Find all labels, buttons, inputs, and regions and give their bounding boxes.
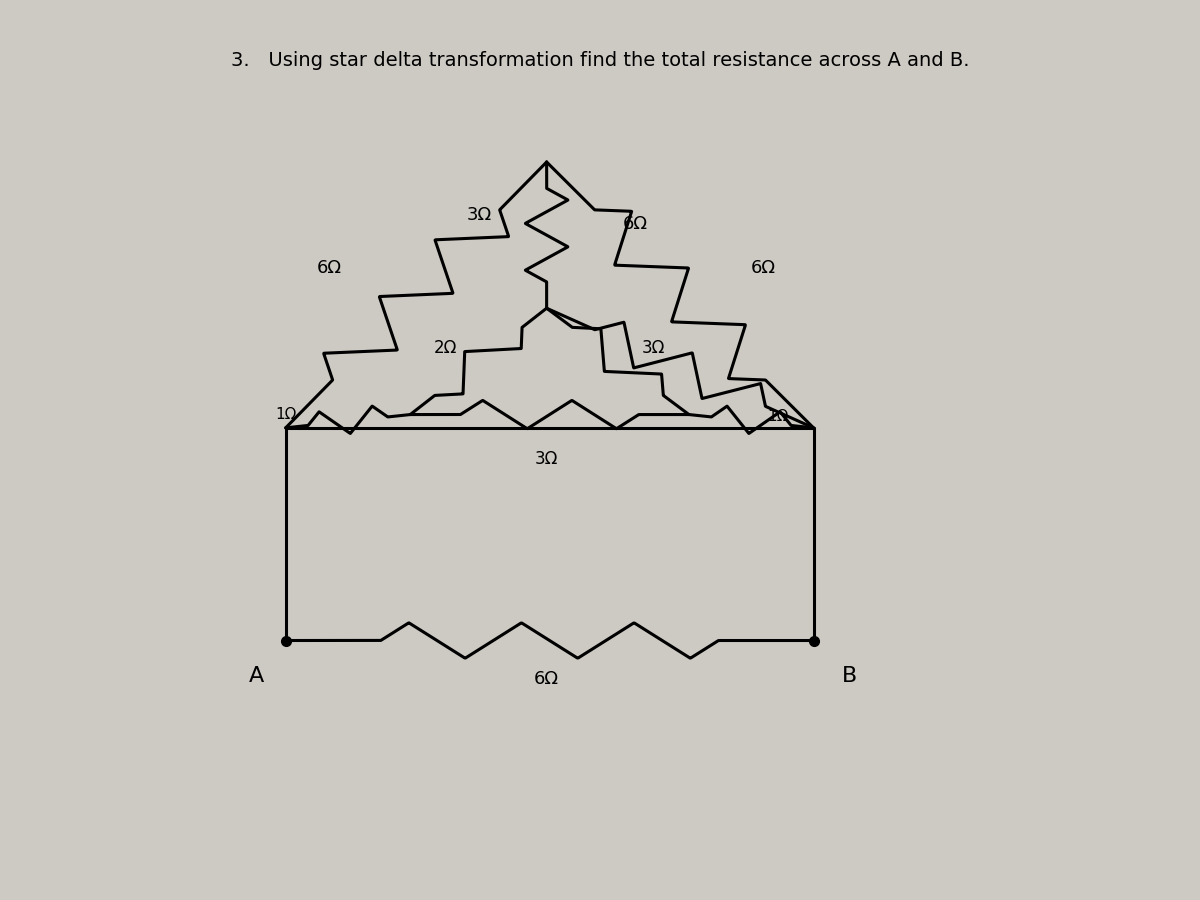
- Text: 6Ω: 6Ω: [317, 259, 342, 277]
- Text: 3Ω: 3Ω: [535, 450, 558, 468]
- Text: 3Ω: 3Ω: [467, 206, 492, 224]
- Text: B: B: [841, 666, 857, 686]
- Text: 3Ω: 3Ω: [642, 339, 665, 357]
- Text: A: A: [248, 666, 264, 686]
- Text: 2Ω: 2Ω: [434, 339, 457, 357]
- Text: 6Ω: 6Ω: [751, 259, 776, 277]
- Text: 6Ω: 6Ω: [623, 215, 648, 233]
- Text: 6Ω: 6Ω: [534, 670, 559, 688]
- Text: 1Ω: 1Ω: [767, 409, 788, 424]
- Text: 3.   Using star delta transformation find the total resistance across A and B.: 3. Using star delta transformation find …: [230, 50, 970, 69]
- Text: 1Ω: 1Ω: [275, 407, 296, 422]
